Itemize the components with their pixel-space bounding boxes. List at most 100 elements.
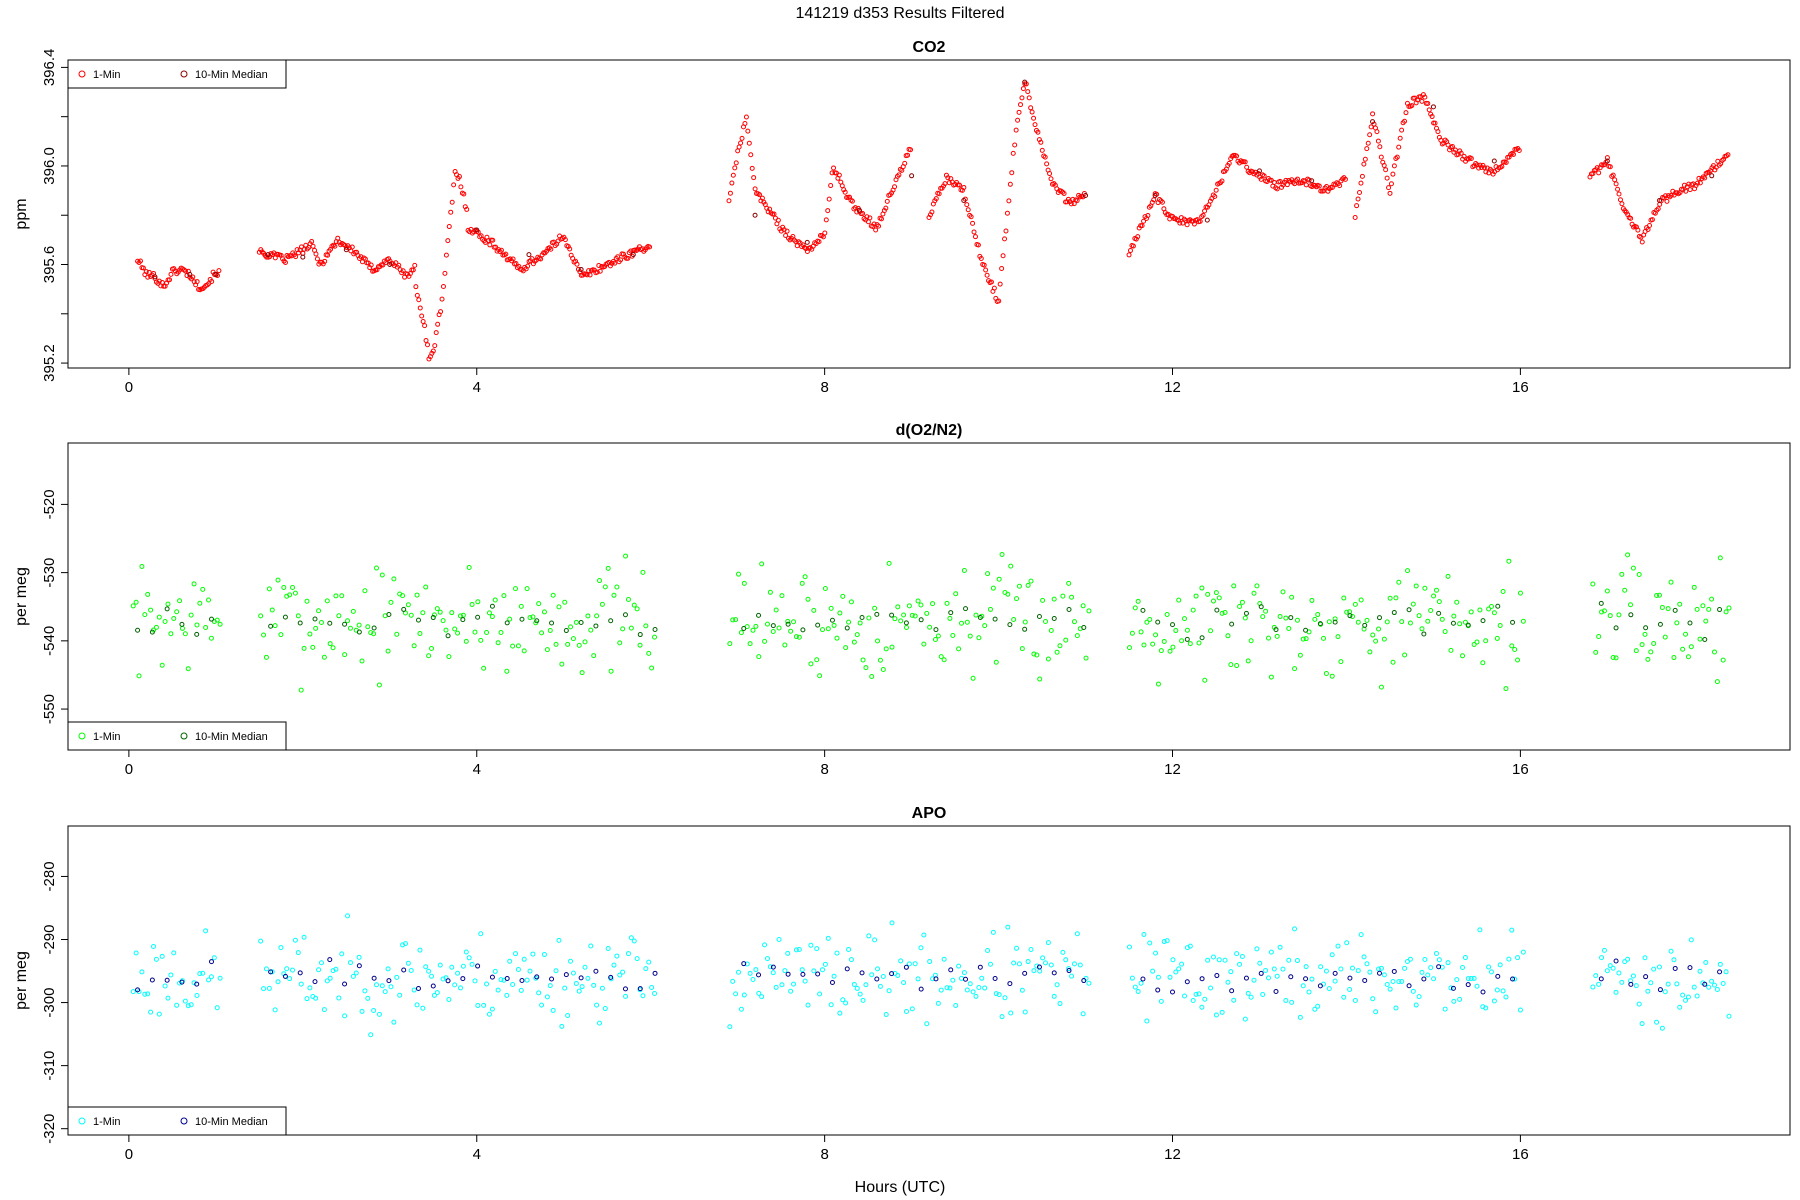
apo-1min-point [431,992,437,998]
o2n2-1min-point [513,586,519,592]
o2n2-1min-point [883,646,889,652]
co2-1min-point [1503,159,1509,165]
o2n2-1min-point [1237,604,1243,610]
apo-median-point [578,975,584,981]
co2-1min-point [1019,95,1025,101]
co2-median-point [1370,119,1376,125]
o2n2-1min-point [568,624,574,630]
o2n2-1min-point [773,607,779,613]
o2n2-1min-point [1344,609,1350,615]
o2n2-1min-point [1370,632,1376,638]
apo-median-point [1421,976,1427,982]
o2n2-1min-point [741,580,747,586]
apo-1min-point [643,966,649,972]
apo-1min-point [1503,994,1509,1000]
chart-title: d(O2/N2) [896,422,963,439]
apo-1min-point [139,969,145,975]
o2n2-1min-point [188,612,194,618]
o2n2-1min-point [831,622,837,628]
co2-1min-point [751,175,757,181]
co2-1min-point [749,165,755,171]
o2n2-1min-point [492,597,498,603]
o2n2-1min-point [1349,613,1355,619]
o2n2-1min-point [846,619,852,625]
o2n2-1min-point [486,610,492,616]
apo-1min-point [782,968,788,974]
co2-1min-point [1364,146,1370,152]
apo-median-point [401,967,407,973]
apo-median-point [1598,976,1604,982]
o2n2-1min-point [174,609,180,615]
apo-1min-point [909,1006,915,1012]
apo-1min-point [886,988,892,994]
apo-1min-point [791,981,797,987]
o2n2-1min-point [822,586,828,592]
o2n2-1min-point [819,627,825,633]
apo-1min-point [1315,1003,1321,1009]
co2-1min-point [1399,127,1405,133]
o2n2-1min-point [1381,636,1387,642]
apo-1min-point [1245,990,1251,996]
apo-1min-point [730,978,736,984]
co2-median-point [152,274,158,280]
co2-1min-point [1010,150,1016,156]
apo-median-point [859,970,865,976]
apo-1min-point [1659,1025,1665,1031]
o2n2-1min-point [1141,642,1147,648]
o2n2-median-point [1229,621,1235,627]
o2n2-1min-point [1147,617,1153,623]
co2-1min-point [1295,176,1301,182]
apo-1min-point [1144,1018,1150,1024]
o2n2-1min-point [611,592,617,598]
o2n2-1min-point [1231,583,1237,589]
apo-median-point [1214,973,1220,979]
apo-median-point [1007,981,1013,987]
o2n2-1min-point [1277,613,1283,619]
o2n2-1min-point [1648,649,1654,655]
co2-1min-point [458,184,464,190]
legend-marker [180,732,188,740]
o2n2-1min-point [921,641,927,647]
apo-1min-point [1208,985,1214,991]
apo-median-point [549,976,555,982]
x-axis-label: Hours (UTC) [855,1179,946,1196]
o2n2-1min-point [324,598,330,604]
apo-1min-point [405,960,411,966]
co2-1min-point [1359,173,1365,179]
o2n2-1min-point [136,673,142,679]
apo-1min-point [1460,965,1466,971]
o2n2-1min-point [159,662,165,668]
apo-1min-point [510,982,516,988]
o2n2-1min-point [1022,619,1028,625]
apo-1min-point [1069,973,1075,979]
apo-median-point [356,963,362,969]
apo-1min-point [1639,1021,1645,1027]
chart-panel-3: APO per meg 0 4 8 12 16 -320 -310 -300 -290 -280 1-M… [13,805,1791,1163]
apo-1min-point [573,980,579,986]
co2-1min-point [784,228,790,234]
o2n2-1min-point [148,607,154,613]
apo-median-point [756,972,762,978]
o2n2-median-point [1258,604,1264,610]
o2n2-1min-point [1601,608,1607,614]
o2n2-median-point [1036,614,1042,620]
o2n2-1min-point [495,640,501,646]
o2n2-median-point [992,616,998,622]
co2-1min-point [209,279,215,285]
co2-1min-point [727,190,733,196]
o2n2-1min-point [310,644,316,650]
o2n2-1min-point [1445,573,1451,579]
o2n2-1min-point [596,578,602,584]
apo-median-point [800,971,806,977]
o2n2-1min-point [628,625,634,631]
apo-1min-point [541,952,547,958]
co2-1min-point [1484,165,1490,171]
o2n2-1min-point [1358,597,1364,603]
apo-1min-point [1251,977,1257,983]
x-tick-label: 4 [473,761,481,778]
apo-1min-point [1680,992,1686,998]
o2n2-median-point [1717,607,1723,613]
o2n2-median-point [637,632,643,638]
co2-1min-point [1422,94,1428,100]
o2n2-1min-point [906,603,912,609]
